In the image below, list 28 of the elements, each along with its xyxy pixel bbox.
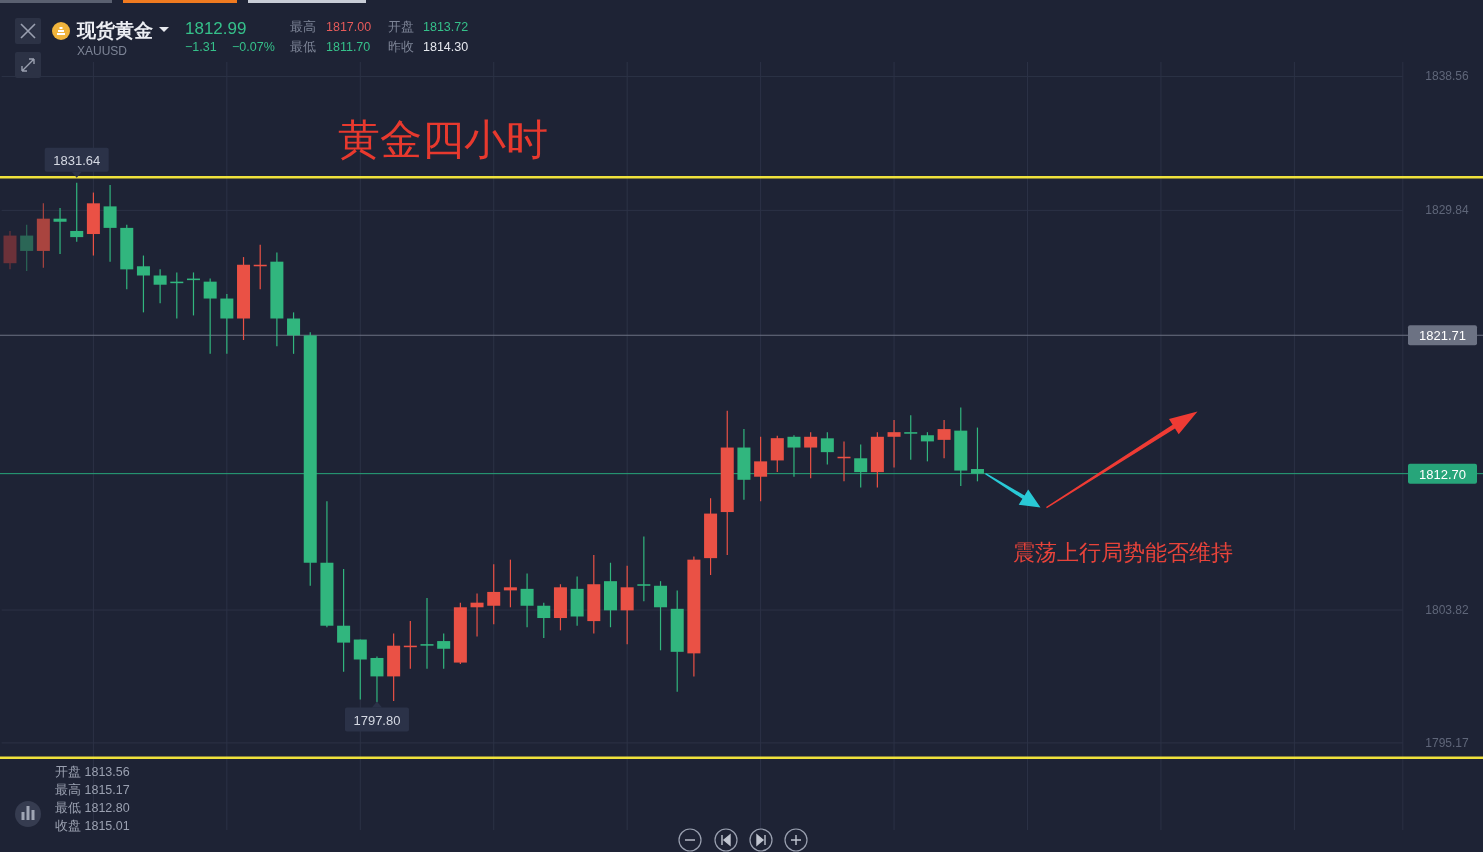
text: 现货黄金 [76, 20, 153, 41]
annotation: 开盘 1813.56 [55, 765, 130, 779]
text: 最低 [290, 40, 316, 54]
text: 1813.72 [423, 20, 469, 34]
text: −0.07% [232, 40, 275, 54]
y-tick-label: 1829.84 [1425, 203, 1470, 218]
ref-line-label: 1812.70 [1419, 466, 1466, 482]
ref-line-label: 1821.71 [1419, 328, 1466, 344]
text: 1811.70 [326, 40, 371, 54]
text: 1812.99 [185, 19, 247, 38]
annotation: 1797.80 [353, 712, 401, 728]
text: 1817.00 [326, 20, 372, 34]
annotation: 最高 1815.17 [55, 782, 130, 797]
annotation: 震荡上行局势能否维持 [1013, 540, 1233, 565]
price-label: 1797.80 [344, 701, 409, 732]
text: 最高 [290, 19, 316, 34]
text: −1.31 [185, 40, 217, 54]
text: 黄金四小时 [338, 116, 548, 163]
text: 1814.30 [423, 40, 469, 54]
text: XAUUSD [77, 44, 128, 58]
annotation: 最低 1812.80 [55, 801, 130, 815]
text: 昨收 [388, 40, 414, 54]
y-tick-label: 1838.56 [1425, 69, 1470, 84]
annotation: 收盘 1815.01 [55, 819, 130, 833]
y-tick-label: 1803.82 [1425, 603, 1470, 618]
y-tick-label: 1795.17 [1425, 735, 1470, 750]
text: 开盘 [388, 20, 414, 34]
annotation: 1831.64 [53, 152, 101, 168]
